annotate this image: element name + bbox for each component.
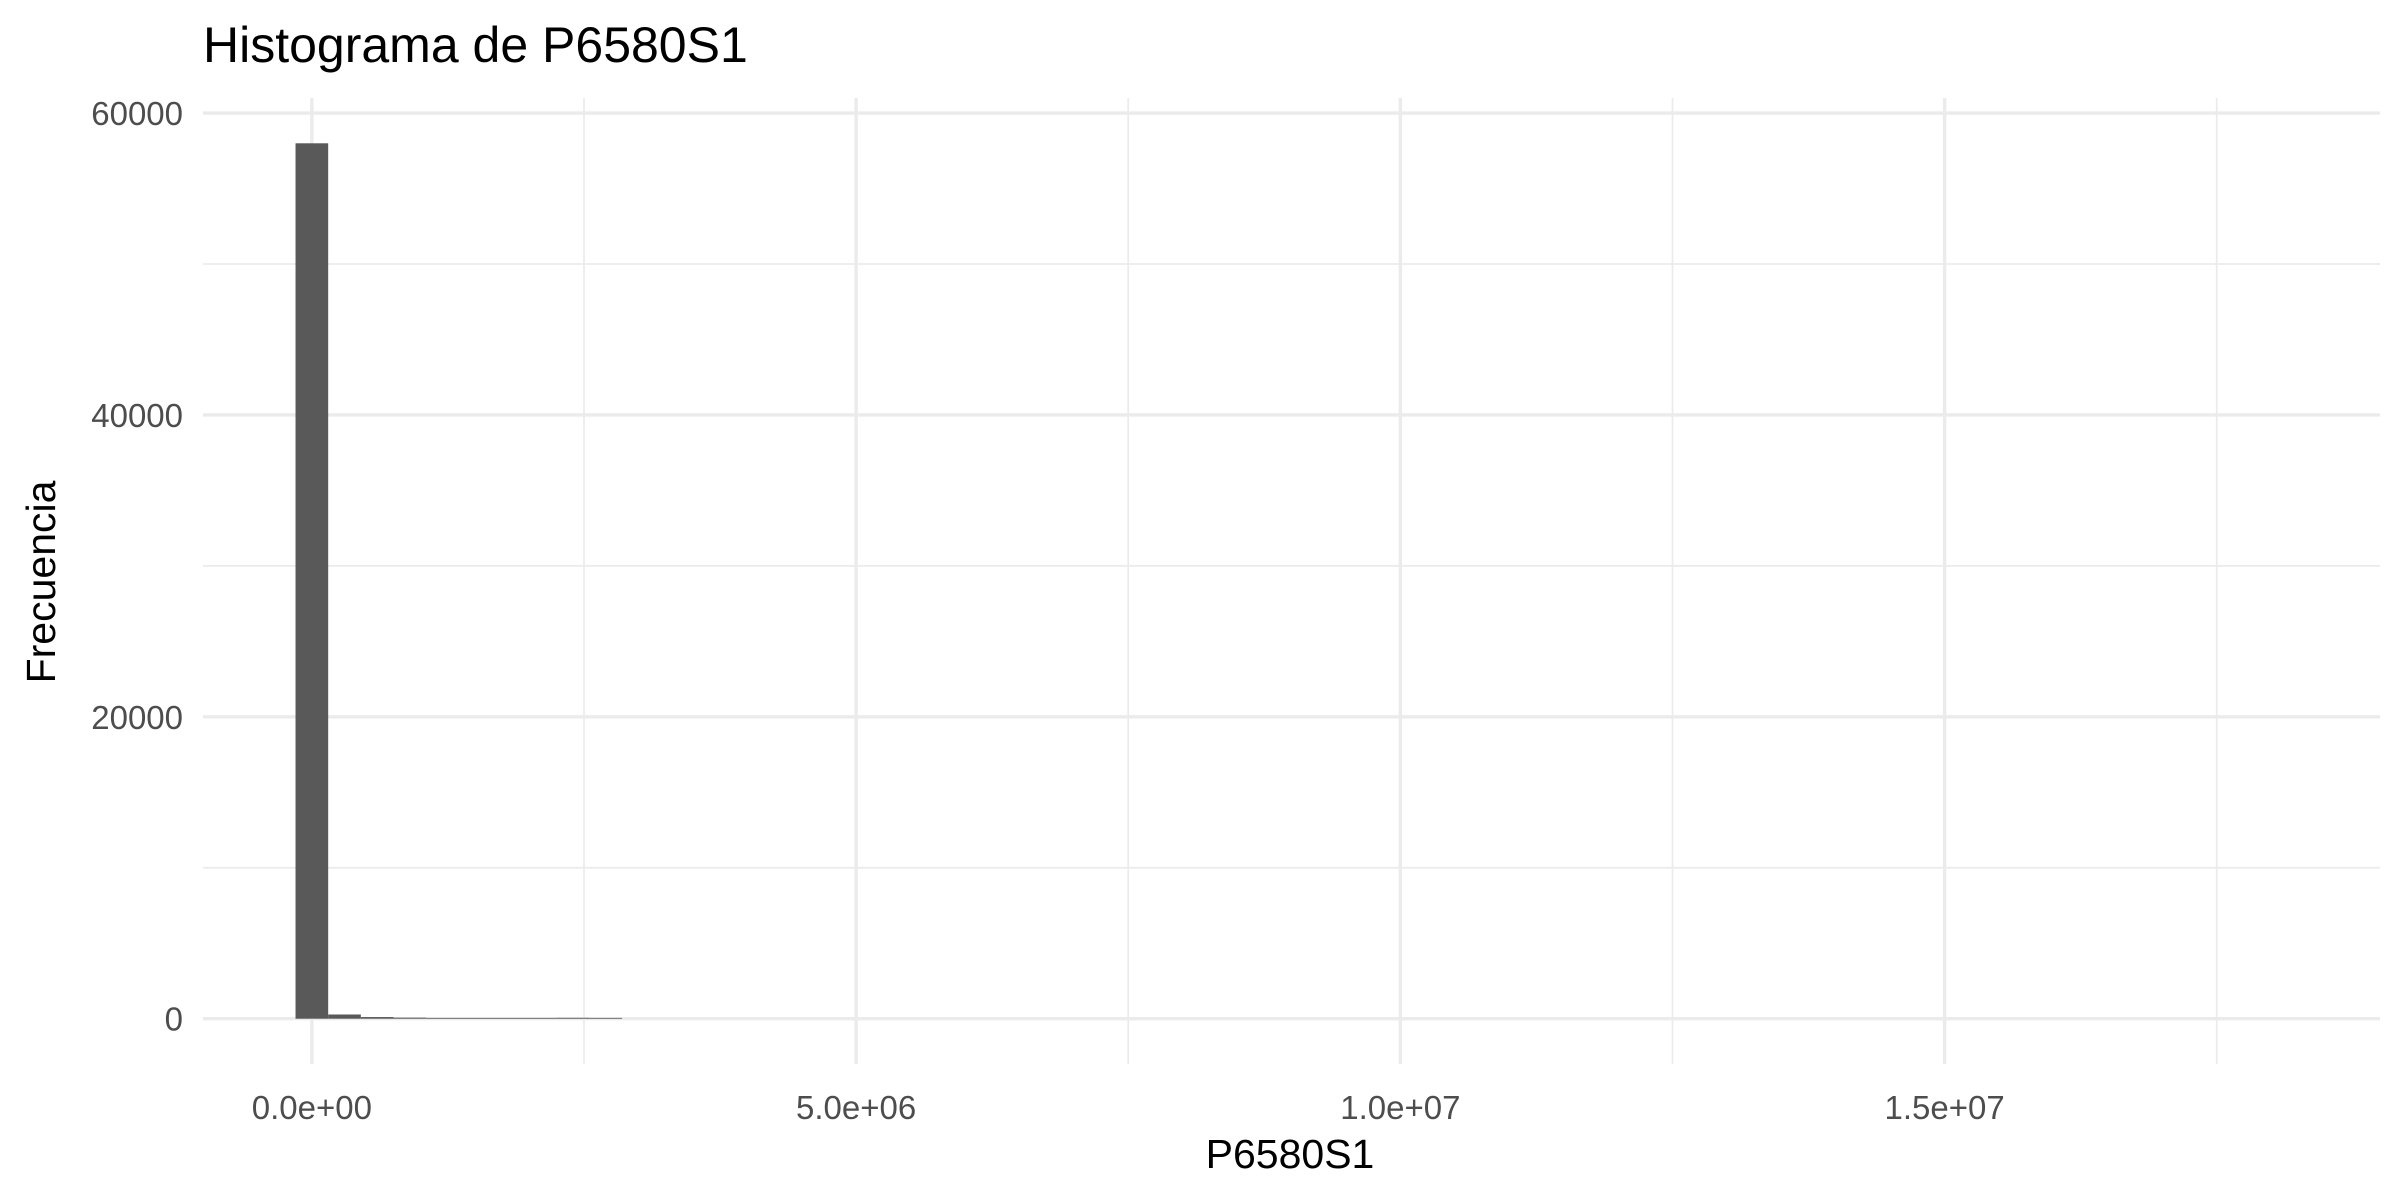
histogram-bar (328, 1014, 361, 1019)
y-tick-label: 20000 (91, 699, 183, 736)
histogram-bar (589, 1017, 623, 1019)
x-tick-label: 1.5e+07 (1884, 1089, 2004, 1126)
y-tick-label: 0 (165, 1001, 183, 1038)
histogram-bar (426, 1017, 459, 1019)
histogram-bar (295, 143, 329, 1019)
histogram-bar (491, 1017, 525, 1019)
grid-lines (203, 98, 2380, 1064)
chart-title: Histograma de P6580S1 (203, 17, 748, 73)
x-axis-title: P6580S1 (1206, 1131, 1375, 1177)
x-tick-labels: 0.0e+00 5.0e+06 1.0e+07 1.5e+07 (252, 1089, 2005, 1126)
y-tick-labels: 0 20000 40000 60000 (91, 95, 183, 1038)
y-tick-label: 40000 (91, 397, 183, 434)
histogram-bar (458, 1017, 492, 1019)
histogram-bar (556, 1017, 590, 1019)
histogram-bar (393, 1017, 427, 1019)
y-axis-title: Frecuencia (18, 480, 64, 683)
x-tick-label: 1.0e+07 (1340, 1089, 1460, 1126)
histogram-bar (360, 1017, 394, 1019)
y-tick-label: 60000 (91, 95, 183, 132)
x-tick-label: 5.0e+06 (796, 1089, 916, 1126)
x-tick-label: 0.0e+00 (252, 1089, 372, 1126)
histogram-bars (295, 143, 623, 1019)
histogram-bar (524, 1017, 557, 1019)
